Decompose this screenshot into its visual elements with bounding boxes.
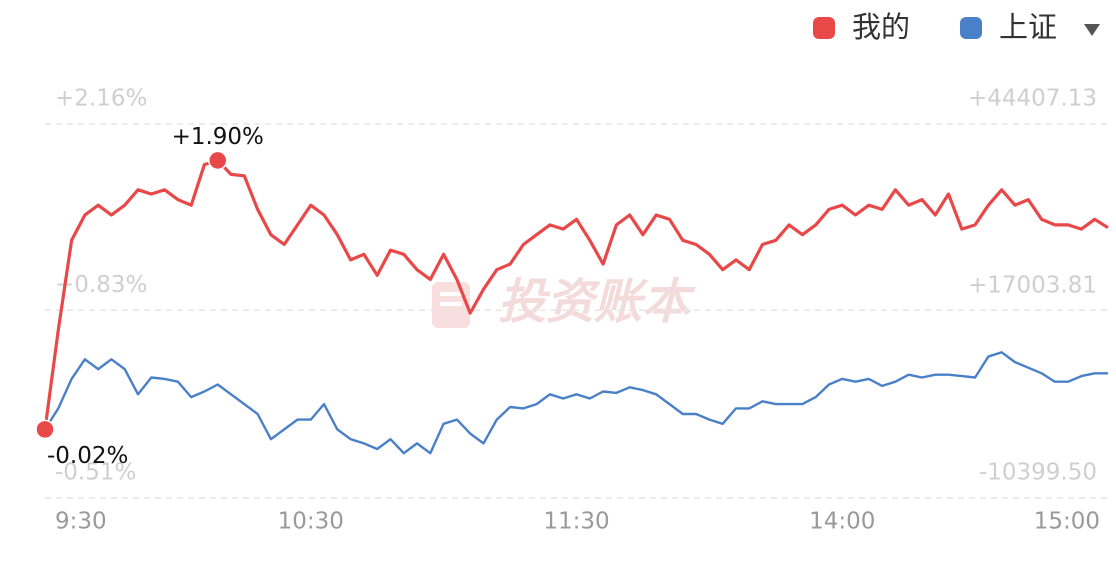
series-line [43, 351, 1108, 455]
y2-tick-label: +44407.13 [968, 86, 1097, 112]
watermark-icon [432, 282, 470, 328]
legend-label: 我的 [852, 10, 910, 44]
annotation-label: +1.90% [172, 124, 264, 150]
x-tick-label: 10:30 [278, 509, 344, 535]
annotation-label: -0.02% [47, 443, 128, 469]
watermark: 投资账本 [498, 274, 696, 330]
y-tick-label: +2.16% [55, 86, 147, 112]
legend-swatch [813, 17, 835, 39]
y-tick-label: -0.51% [55, 460, 136, 486]
legend-dropdown[interactable] [1084, 24, 1100, 36]
x-tick-label: 15:00 [1034, 509, 1100, 535]
x-tick-label: 14:00 [809, 509, 875, 535]
annotation-dot [35, 419, 55, 440]
annotation-dot [207, 150, 228, 171]
x-tick-label: 9:30 [55, 509, 107, 535]
y2-tick-label: -10399.50 [979, 460, 1097, 486]
y2-tick-label: +17003.81 [968, 273, 1097, 299]
legend-label: 上证 [999, 10, 1057, 44]
x-tick-label: 11:30 [543, 509, 609, 535]
legend-swatch [960, 17, 982, 39]
y-tick-label: +0.83% [55, 272, 147, 298]
